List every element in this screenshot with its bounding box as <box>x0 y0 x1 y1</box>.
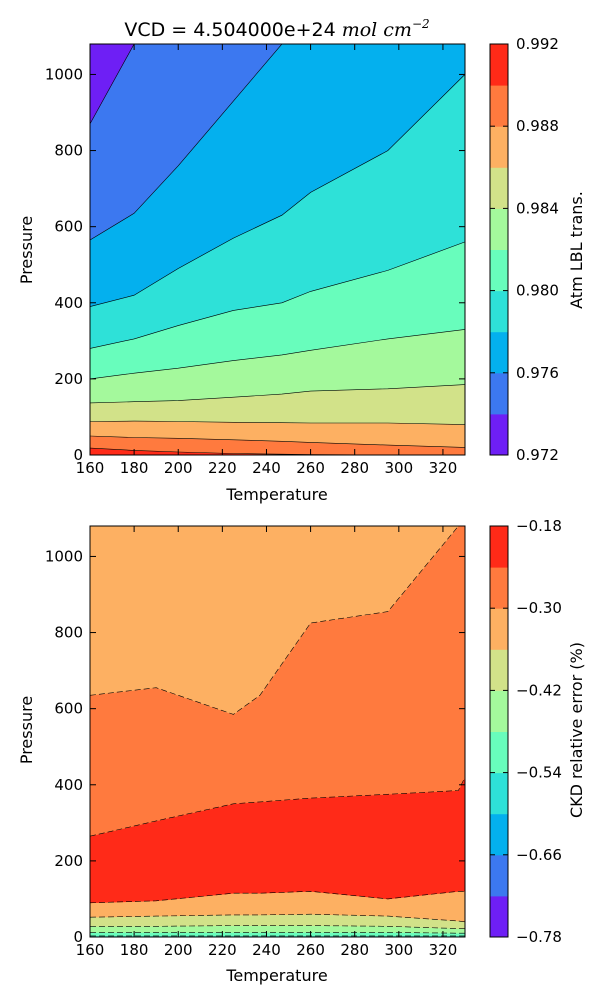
top-colorbar-swatch <box>490 44 508 86</box>
bottom-colorbar-tick-label: −0.78 <box>516 928 562 946</box>
top-x-tick-label: 180 <box>120 459 149 477</box>
top-colorbar-swatch <box>490 249 508 292</box>
bottom-plot-area: 160 180 200 220 240 260 280 300 320 0 200 400 600 800… <box>45 525 466 959</box>
top-colorbar-tick-label: 0.984 <box>516 199 559 217</box>
bottom-colorbar-swatch <box>490 772 508 815</box>
bottom-y-tick-label: 800 <box>54 624 83 642</box>
bottom-colorbar-swatch <box>490 895 508 938</box>
top-contour-line <box>89 329 466 380</box>
top-colorbar-swatch <box>490 372 508 415</box>
bottom-colorbar-tick-label: −0.18 <box>516 517 562 535</box>
top-contour-line <box>89 241 466 349</box>
bottom-y-tick-label: 600 <box>54 700 83 718</box>
bottom-colorbar-label: CKD relative error (%) <box>567 642 586 818</box>
bottom-x-tick-label: 260 <box>296 941 325 959</box>
bottom-colorbar-swatch <box>490 813 508 856</box>
top-y-tick-label: 1000 <box>45 65 83 83</box>
bottom-axes-frame <box>89 525 466 938</box>
top-contour-line <box>89 420 466 425</box>
top-x-tick-label: 160 <box>76 459 105 477</box>
top-x-tick-label: 300 <box>385 459 414 477</box>
top-colorbar-frame <box>489 43 509 456</box>
bottom-colorbar-tick-label: −0.30 <box>516 599 562 617</box>
top-colorbar-swatch <box>490 290 508 333</box>
bottom-x-tick-label: 300 <box>385 941 414 959</box>
top-x-tick-label: 320 <box>429 459 458 477</box>
bottom-contour-line <box>90 925 465 929</box>
bottom-y-tick-label: 0 <box>73 928 83 946</box>
bottom-colorbar-tick-label: −0.42 <box>516 681 562 699</box>
bottom-x-tick-label: 180 <box>120 941 149 959</box>
bottom-x-tick-label: 160 <box>76 941 105 959</box>
bottom-y-tick-label: 400 <box>54 776 83 794</box>
top-y-tick-label: 800 <box>54 142 83 160</box>
bottom-y-tick-label: 200 <box>54 852 83 870</box>
bottom-contour-line <box>89 525 465 715</box>
bottom-x-tick-label: 320 <box>429 941 458 959</box>
bottom-colorbar-tick-label: −0.66 <box>516 846 562 864</box>
chart-title: VCD = 4.504000e+24 mol cm−2 <box>124 17 429 41</box>
top-colorbar-label: Atm LBL trans. <box>567 191 586 309</box>
top-colorbar-swatch <box>490 85 508 127</box>
bottom-colorbar-swatch <box>490 567 508 609</box>
bottom-colorbar-swatch <box>490 731 508 774</box>
bottom-colorbar-swatch <box>490 649 508 691</box>
bottom-colorbar-tick-label: −0.54 <box>516 764 562 782</box>
bottom-colorbar-swatch <box>490 526 508 568</box>
bottom-colorbar: −0.78 −0.66 −0.54 −0.42 −0.30 −0.18 <box>489 517 562 946</box>
bottom-x-tick-label: 240 <box>252 941 281 959</box>
top-colorbar-tick-label: 0.976 <box>516 364 559 382</box>
bottom-y-tick-label: 1000 <box>45 547 83 565</box>
bottom-x-tick-label: 220 <box>208 941 237 959</box>
top-x-tick-label: 200 <box>164 459 193 477</box>
top-x-tick-label: 260 <box>296 459 325 477</box>
bottom-colorbar-frame <box>489 525 509 938</box>
top-colorbar-tick-label: 0.972 <box>516 446 559 464</box>
top-colorbar-swatch <box>490 126 508 168</box>
bottom-x-tick-label: 200 <box>164 941 193 959</box>
top-y-tick-label: 600 <box>54 218 83 236</box>
top-plot-area: 160 180 200 220 240 260 280 300 320 0 200 400 600 800… <box>45 43 466 477</box>
bottom-contour-line <box>90 932 465 934</box>
top-axes-frame <box>89 43 466 456</box>
bottom-y-axis-label: Pressure <box>17 696 36 764</box>
bottom-colorbar-swatch <box>490 854 508 897</box>
top-contour-line <box>89 74 466 307</box>
top-colorbar-swatch <box>490 413 508 456</box>
top-colorbar: 0.972 0.976 0.980 0.984 0.988 0.992 <box>489 35 559 464</box>
top-contour-line <box>89 435 466 448</box>
top-x-tick-label: 280 <box>340 459 369 477</box>
top-colorbar-swatch <box>490 331 508 374</box>
top-x-tick-label: 240 <box>252 459 281 477</box>
bottom-contour-line <box>89 913 466 923</box>
top-x-tick-label: 220 <box>208 459 237 477</box>
top-colorbar-tick-label: 0.988 <box>516 117 559 135</box>
bottom-colorbar-swatch <box>490 690 508 732</box>
bottom-x-tick-label: 280 <box>340 941 369 959</box>
top-colorbar-tick-label: 0.980 <box>516 282 559 300</box>
top-contour-line <box>89 384 466 404</box>
top-y-tick-label: 200 <box>54 370 83 388</box>
top-x-axis-label: Temperature <box>225 485 327 504</box>
top-y-axis-label: Pressure <box>17 216 36 284</box>
bottom-contour-line <box>89 777 466 837</box>
top-colorbar-tick-label: 0.992 <box>516 35 559 53</box>
top-colorbar-swatch <box>490 208 508 250</box>
top-y-tick-label: 400 <box>54 294 83 312</box>
top-y-tick-label: 0 <box>73 446 83 464</box>
bottom-colorbar-swatch <box>490 608 508 650</box>
bottom-x-axis-label: Temperature <box>225 966 327 985</box>
top-colorbar-swatch <box>490 167 508 209</box>
